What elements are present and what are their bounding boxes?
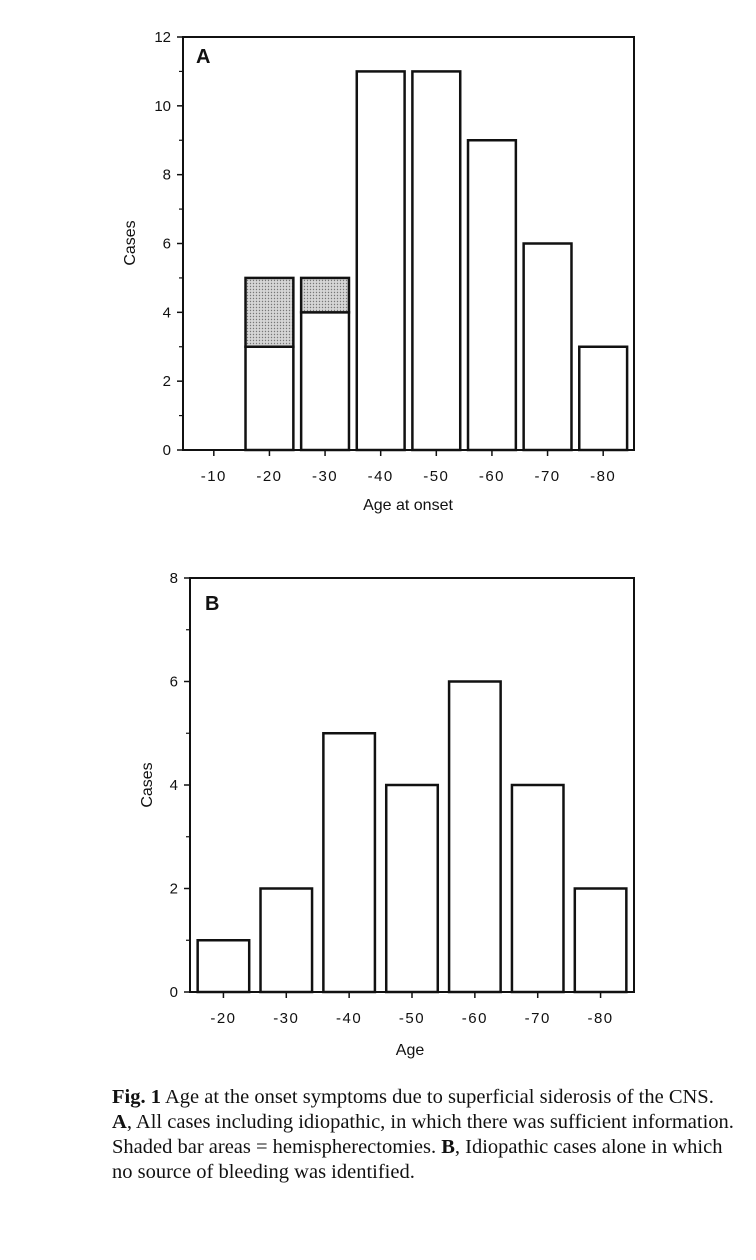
bar-shaded-a-1 <box>244 276 295 348</box>
bar-b-4 <box>447 680 502 994</box>
bar-shaded-a-2 <box>299 276 351 314</box>
x-tick-label-b-6: -80 <box>587 1010 613 1027</box>
bar-a-3 <box>355 70 406 452</box>
bar-a-7 <box>578 345 629 452</box>
x-tick-label-a-6: -70 <box>534 468 560 485</box>
x-tick-label-a-4: -50 <box>423 468 449 485</box>
chart-a: A Cases Age at onset 0 2 4 6 8 10 12 -10 -20 -30 -… <box>122 29 635 514</box>
y-tick-label-a-4: 8 <box>163 167 171 184</box>
y-tick-label-b-1: 2 <box>170 881 178 898</box>
y-tick-label-a-6: 12 <box>154 29 171 46</box>
y-axis-label-a: Cases <box>122 220 139 265</box>
y-tick-label-a-5: 10 <box>154 98 171 115</box>
bar-a-6 <box>522 242 573 452</box>
bar-a-5 <box>466 139 518 452</box>
bar-b-2 <box>322 732 377 994</box>
bar-a-1 <box>244 345 295 452</box>
x-tick-label-a-5: -60 <box>479 468 505 485</box>
y-tick-label-a-3: 6 <box>163 236 171 253</box>
x-tick-label-b-1: -30 <box>273 1010 299 1027</box>
caption-text-1: Age at the onset symptoms due to superfi… <box>160 1086 714 1108</box>
x-axis-label-a: Age at onset <box>363 497 453 514</box>
bar-b-6 <box>573 887 628 994</box>
x-tick-label-a-7: -80 <box>590 468 616 485</box>
y-tick-label-a-2: 4 <box>163 304 171 321</box>
y-tick-label-a-0: 0 <box>163 442 171 459</box>
bar-b-3 <box>384 783 440 994</box>
x-tick-label-a-0: -10 <box>201 468 227 485</box>
bar-b-5 <box>510 783 565 994</box>
caption-fig-label: Fig. 1 <box>112 1086 161 1108</box>
y-tick-label-b-3: 6 <box>170 674 178 691</box>
chart-b: B Cases Age 0 2 4 6 8 -20 -30 -40 -50 -60 -70 -80 <box>139 570 635 1059</box>
x-tick-label-b-2: -40 <box>336 1010 362 1027</box>
x-tick-label-a-1: -20 <box>256 468 282 485</box>
y-tick-label-b-4: 8 <box>170 570 178 587</box>
y-tick-label-b-0: 0 <box>170 984 178 1001</box>
figure-caption: Fig. 1 Age at the onset symptoms due to … <box>112 1085 737 1185</box>
y-axis-label-b: Cases <box>139 762 156 807</box>
caption-label-a: A <box>112 1111 127 1133</box>
bar-b-1 <box>259 887 314 994</box>
bar-a-4 <box>411 70 462 452</box>
x-tick-label-a-3: -40 <box>368 468 394 485</box>
caption-label-b: B <box>441 1136 455 1158</box>
bar-b-0 <box>196 939 251 994</box>
x-tick-label-b-3: -50 <box>399 1010 425 1027</box>
x-tick-label-b-0: -20 <box>210 1010 236 1027</box>
bar-a-2 <box>299 311 351 452</box>
panel-label-a: A <box>196 46 210 68</box>
x-tick-label-b-4: -60 <box>462 1010 488 1027</box>
x-tick-label-a-2: -30 <box>312 468 338 485</box>
caption-text-3: , Idiopathic cases alone in which no sou… <box>112 1136 723 1183</box>
panel-label-b: B <box>205 593 219 615</box>
caption-text-2: , All cases including idiopathic, in whi… <box>112 1111 734 1158</box>
x-tick-label-b-5: -70 <box>525 1010 551 1027</box>
y-tick-label-a-1: 2 <box>163 373 171 390</box>
x-axis-label-b: Age <box>396 1042 425 1059</box>
y-tick-label-b-2: 4 <box>170 777 178 794</box>
